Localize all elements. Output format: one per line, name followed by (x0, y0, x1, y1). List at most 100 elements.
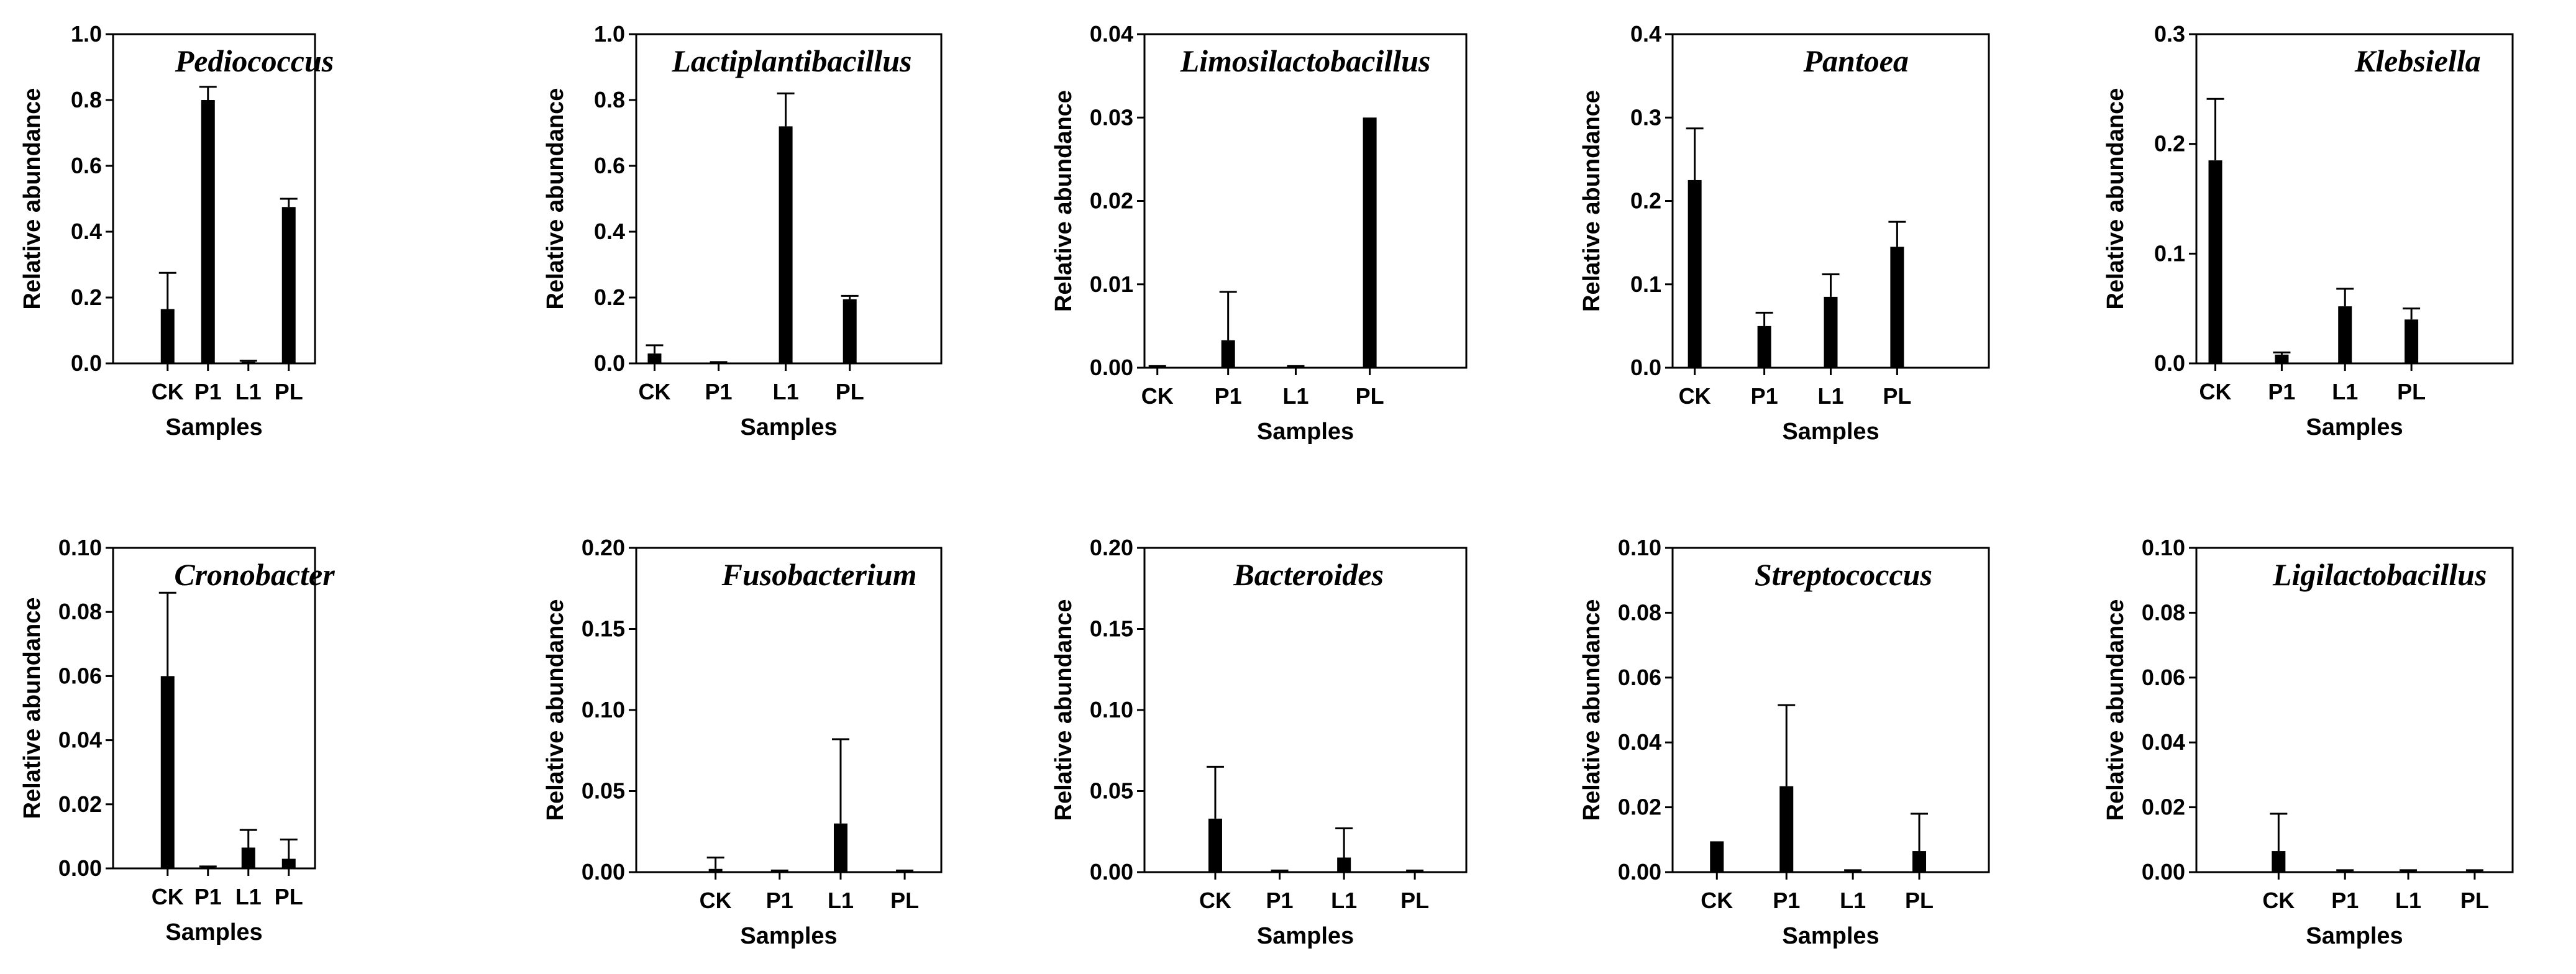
y-tick-label: 0.10 (1618, 535, 1661, 560)
bar-l1 (241, 362, 255, 363)
y-axis-title: Relative abundance (19, 88, 45, 310)
y-tick-label: 0.00 (2142, 859, 2185, 885)
y-tick-label: 0.02 (1618, 794, 1661, 820)
chart-title: Streptococcus (1755, 557, 1932, 592)
chart-title: Limosilactobacillus (1180, 43, 1431, 78)
x-tick-label-p1: P1 (194, 884, 222, 909)
x-tick-label-p1: P1 (1215, 383, 1242, 409)
bar-pl (898, 871, 912, 872)
bar-ck (708, 868, 723, 872)
bar-l1 (2338, 306, 2352, 363)
y-tick-label: 0.05 (582, 778, 625, 804)
x-tick-label-pl: PL (890, 888, 919, 913)
x-tick-label-p1: P1 (1773, 888, 1800, 913)
bar-pl (2405, 319, 2419, 363)
plot-frame (2195, 547, 2514, 873)
x-tick-label-p1: P1 (766, 888, 793, 913)
y-tick-label: 0.10 (1090, 697, 1133, 722)
x-axis-title: Samples (740, 414, 837, 440)
bar-l1 (1846, 871, 1860, 872)
bar-p1 (2275, 354, 2289, 363)
y-tick-label: 0.1 (1630, 271, 1661, 297)
chart-title: Fusobacterium (721, 557, 917, 592)
bar-l1 (241, 847, 255, 868)
x-tick-label-ck: CK (638, 379, 670, 404)
bar-p1 (201, 867, 215, 868)
chart-panel-streptococcus: 0.00 0.02 0.04 0.06 0.08 0.10 Relative abundan… (1579, 535, 1990, 949)
bar-pl (1890, 247, 1904, 368)
y-axis-title: Relative abundance (542, 599, 569, 821)
y-tick-label: 0.08 (2142, 599, 2185, 625)
y-tick-label: 0.3 (1630, 104, 1661, 130)
chart-panel-lactiplantibacillus: 0.0 0.2 0.4 0.6 0.8 1.0 Relative abundance CK P1… (542, 21, 943, 440)
y-tick-label: 0.10 (58, 535, 102, 560)
bar-l1 (833, 823, 847, 872)
y-tick-label: 0.04 (2142, 729, 2185, 755)
y-axis-title: Relative abundance (542, 88, 569, 310)
y-tick-label: 0.0 (2154, 350, 2185, 376)
chart-title: Pantoea (1803, 43, 1909, 78)
y-tick-label: 0.20 (1090, 535, 1133, 560)
bar-ck (2208, 160, 2222, 363)
y-tick-label: 0.2 (2154, 131, 2185, 157)
chart-title: Ligilactobacillus (2272, 557, 2487, 592)
y-tick-label: 0.06 (1618, 665, 1661, 690)
chart-panel-bacteroides: 0.00 0.05 0.10 0.15 0.20 Relative abundance CK… (1051, 535, 1468, 949)
bar-l1 (779, 126, 793, 363)
y-tick-label: 0.2 (71, 284, 102, 310)
bar-l1 (1337, 857, 1351, 872)
y-tick-label: 0.01 (1090, 271, 1133, 297)
y-tick-label: 0.15 (1090, 616, 1133, 642)
y-axis-title: Relative abundance (1051, 90, 1077, 312)
x-axis-title: Samples (1782, 923, 1879, 949)
chart-panel-cronobacter: 0.00 0.02 0.04 0.06 0.08 0.10 Relative abundan… (19, 535, 335, 945)
y-tick-label: 0.00 (58, 855, 102, 881)
x-axis-title: Samples (2306, 414, 2403, 440)
y-tick-label: 0.04 (58, 727, 102, 753)
y-tick-label: 0.10 (582, 697, 625, 722)
y-axis-title: Relative abundance (1579, 90, 1605, 312)
x-axis-title: Samples (1257, 419, 1354, 445)
y-tick-label: 0.00 (1090, 859, 1133, 885)
bar-l1 (2401, 871, 2416, 872)
bar-pl (1408, 871, 1422, 872)
x-tick-label-pl: PL (1356, 383, 1384, 409)
x-axis-title: Samples (1782, 419, 1879, 445)
y-tick-label: 0.04 (1618, 729, 1661, 755)
y-tick-label: 0.3 (2154, 21, 2185, 47)
y-tick-label: 0.4 (594, 219, 625, 244)
bar-p1 (201, 100, 215, 363)
chart-title: Cronobacter (174, 557, 335, 592)
bar-pl (281, 207, 296, 363)
plot-frame (112, 547, 316, 870)
y-axis-title: Relative abundance (1051, 599, 1077, 821)
x-tick-label-ck: CK (1701, 888, 1733, 913)
y-tick-label: 0.02 (58, 791, 102, 817)
y-tick-label: 0.8 (71, 87, 102, 112)
plot-frame (635, 547, 943, 873)
bar-p1 (1272, 871, 1287, 872)
bar-pl (2467, 871, 2482, 872)
x-tick-label-p1: P1 (1266, 888, 1294, 913)
x-tick-label-pl: PL (275, 884, 303, 909)
x-tick-label-ck: CK (700, 888, 732, 913)
x-tick-label-ck: CK (1679, 383, 1711, 409)
x-tick-label-l1: L1 (1331, 888, 1357, 913)
bar-ck (1688, 180, 1702, 368)
y-tick-label: 1.0 (594, 21, 625, 47)
x-tick-label-l1: L1 (2395, 888, 2421, 913)
bar-ck (160, 676, 175, 868)
y-tick-label: 0.1 (2154, 240, 2185, 266)
bar-p1 (772, 871, 787, 872)
y-axis-title: Relative abundance (19, 598, 45, 819)
bar-ck (1710, 841, 1724, 872)
chart-panel-pediococcus: 0.0 0.2 0.4 0.6 0.8 1.0 Relative abundance CK P1… (19, 21, 334, 440)
y-tick-label: 0.8 (594, 87, 625, 112)
x-tick-label-l1: L1 (828, 888, 854, 913)
bar-p1 (1221, 340, 1235, 368)
bar-p1 (1779, 786, 1794, 872)
y-axis-title: Relative abundance (2103, 88, 2129, 310)
chart-panel-klebsiella: 0.0 0.1 0.2 0.3 Relative abundance CK P1 L1 PL Sa… (2103, 21, 2514, 440)
bar-ck (647, 353, 662, 363)
y-axis-title: Relative abundance (2103, 599, 2129, 821)
